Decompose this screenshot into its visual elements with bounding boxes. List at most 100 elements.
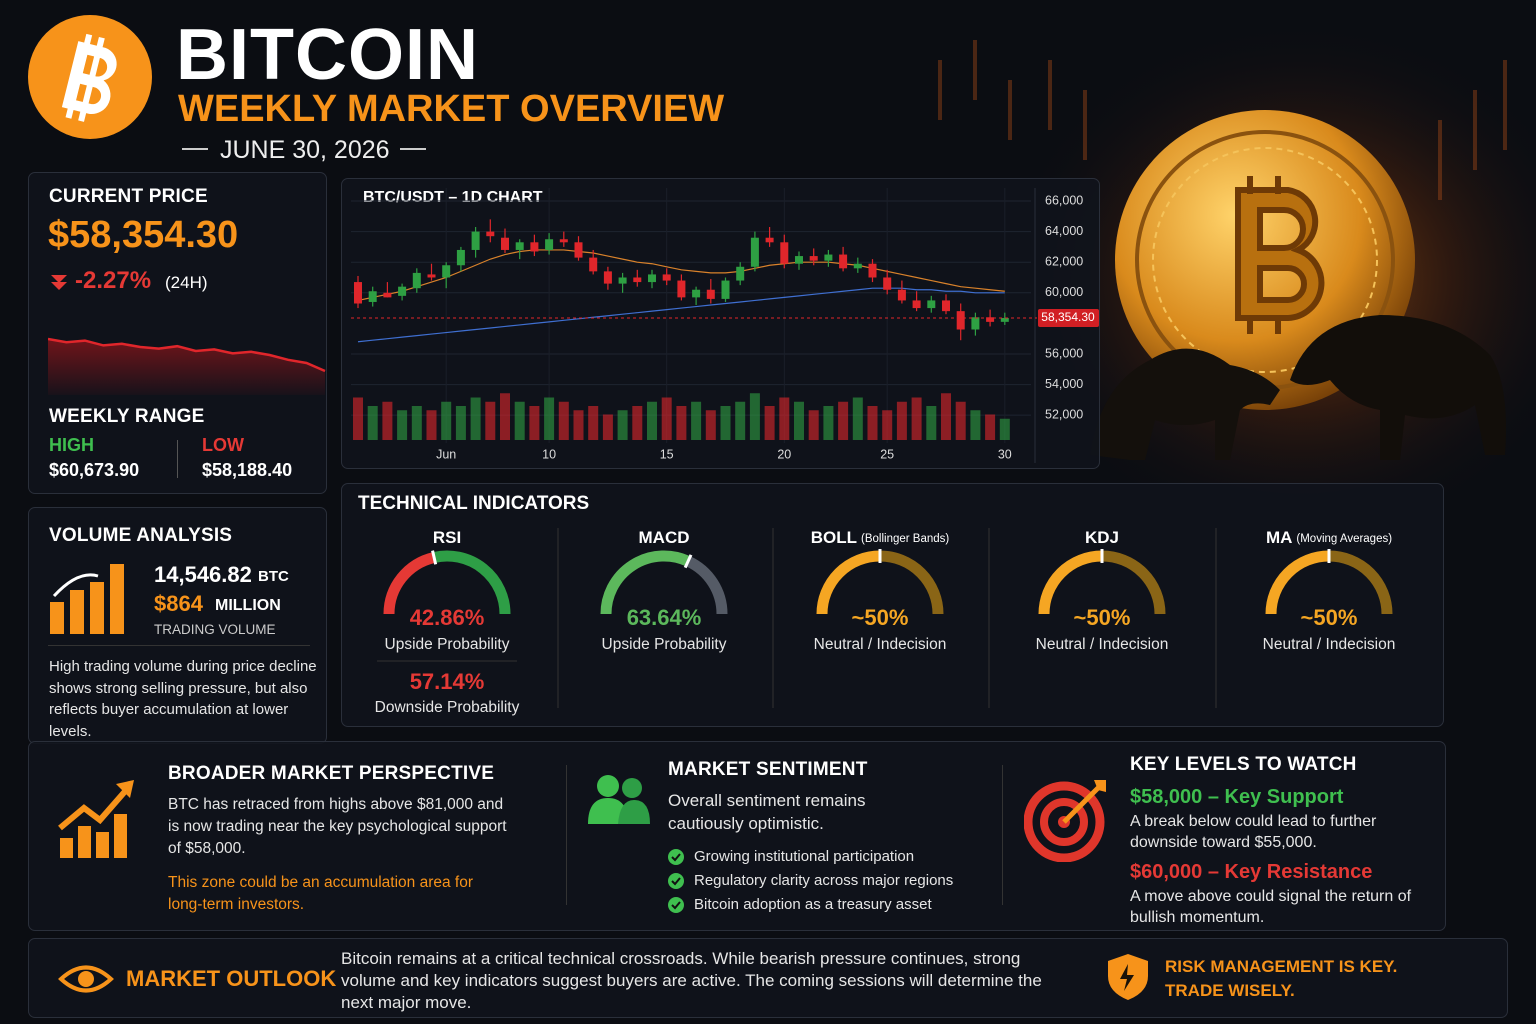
volume-bar	[867, 406, 878, 440]
gauge-fill	[1265, 550, 1330, 615]
volume-bar	[926, 406, 937, 440]
candle-body	[942, 300, 950, 312]
indicator-note: (Moving Averages)	[1296, 533, 1392, 545]
volume-bar	[676, 406, 687, 440]
candle-body	[545, 239, 554, 250]
volume-bar	[353, 397, 363, 440]
logo-symbol	[61, 33, 117, 122]
indicator-name-text: MA	[1266, 528, 1292, 547]
volume-bar	[970, 410, 981, 440]
volume-bar	[382, 401, 393, 440]
y-tick-label: 62,000	[1045, 254, 1083, 268]
indicators: TECHNICAL INDICATORS RSI 42.86% Upside Pro…	[358, 493, 1395, 716]
x-tick-label: 20	[777, 447, 791, 461]
volume-bar	[632, 406, 643, 440]
bull-silhouette	[1090, 348, 1280, 460]
candle-body	[574, 242, 583, 258]
shield-icon	[1108, 954, 1148, 1000]
volume-bar	[411, 406, 422, 440]
volume-bar	[882, 410, 893, 440]
volume-bar	[911, 397, 922, 440]
indicator-name: RSI	[433, 528, 461, 547]
moving-average	[357, 249, 1005, 302]
indicator-caption: Neutral / Indecision	[1036, 636, 1169, 653]
indicator-caption: Upside Probability	[602, 636, 727, 653]
candle-body	[839, 254, 848, 269]
candle-body	[456, 249, 465, 266]
candle-body	[986, 317, 995, 322]
gauge-tick	[431, 550, 438, 565]
volume-bar	[941, 393, 951, 440]
candle-body	[677, 280, 686, 298]
gauge-fill	[383, 552, 436, 615]
candle-body	[1000, 317, 1009, 322]
candle-body	[559, 239, 568, 243]
y-tick-label: 56,000	[1045, 346, 1083, 360]
page-title: BITCOIN	[176, 15, 479, 95]
indicator-name-text: MACD	[639, 528, 690, 547]
level-text: A move above could signal the return of …	[1130, 888, 1412, 926]
gauge-track	[879, 550, 944, 615]
x-tick-label: 10	[542, 447, 556, 461]
candle-body	[471, 231, 480, 250]
candle-body	[648, 274, 656, 283]
volume-bar	[705, 410, 716, 440]
candle-body	[486, 231, 495, 237]
indicators-panel	[341, 483, 1444, 727]
volume-bar	[720, 406, 731, 440]
indicator-note: (Bollinger Bands)	[861, 533, 949, 545]
candle-body	[883, 277, 892, 290]
volume-bar	[529, 406, 540, 440]
candle-body	[662, 274, 671, 281]
candle-body	[721, 280, 730, 299]
price-change: -2.27%	[75, 267, 152, 294]
candle-body	[809, 256, 818, 261]
sparkline	[48, 337, 326, 395]
risk-line: RISK MANAGEMENT IS KEY.	[1165, 957, 1398, 976]
candle-body	[603, 271, 612, 284]
candle-body	[618, 277, 627, 284]
down-icon	[51, 275, 67, 290]
volume-bar	[367, 406, 378, 440]
indicator-caption: Upside Probability	[385, 636, 510, 653]
volume-bar	[779, 397, 790, 440]
outlook-text: Bitcoin remains at a critical technical …	[341, 949, 1042, 1012]
indicator-value: ~50%	[1074, 605, 1131, 630]
y-tick-label: 64,000	[1045, 224, 1083, 238]
current-price-tag	[1038, 308, 1099, 327]
x-tick-label: 25	[880, 447, 894, 461]
bear-silhouette	[1290, 315, 1506, 460]
candle-body	[736, 266, 745, 281]
indicator-name: BOLL (Bollinger Bands)	[811, 528, 950, 547]
candle-body	[824, 254, 833, 261]
volume-panel	[28, 507, 327, 744]
indicator-value: 42.86%	[410, 605, 485, 630]
sentiment-text: Overall sentiment remains cautiously opt…	[668, 791, 866, 833]
indicator-name-text: RSI	[433, 528, 461, 547]
high-value: $60,673.90	[49, 460, 140, 480]
y-tick-label: 52,000	[1045, 407, 1083, 421]
broader-text: BTC has retraced from highs above $81,00…	[168, 796, 507, 857]
price-value: $58,354.30	[48, 214, 239, 256]
gauge-track	[1101, 550, 1166, 615]
volume-bar	[896, 401, 907, 440]
candle-body	[780, 242, 789, 264]
volume-bar	[838, 401, 849, 440]
candle-body	[530, 242, 539, 252]
volume-bar	[544, 397, 555, 440]
sparkline-line	[48, 337, 326, 373]
risk-line: TRADE WISELY.	[1165, 981, 1295, 1000]
indicator-name-text: BOLL	[811, 528, 857, 547]
candle-body	[927, 300, 936, 309]
divider	[566, 765, 567, 905]
volume-bar	[455, 406, 466, 440]
candle-body	[897, 289, 906, 301]
price-period: (24H)	[165, 273, 208, 292]
x-tick-label: Jun	[436, 447, 456, 461]
sentiment-title: MARKET SENTIMENT	[668, 759, 868, 780]
levels-title: KEY LEVELS TO WATCH	[1130, 754, 1357, 775]
volume-bar	[985, 414, 996, 440]
candle-body	[501, 237, 509, 250]
volume-bar	[749, 393, 760, 440]
